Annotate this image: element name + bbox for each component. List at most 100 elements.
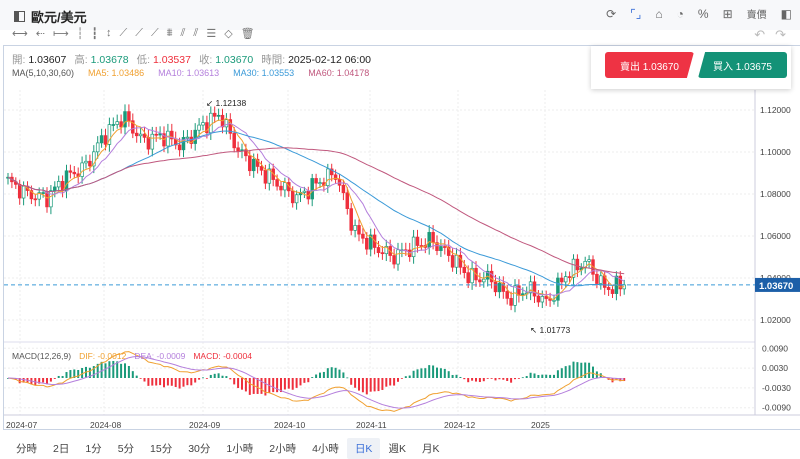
drawing-tool-3-icon[interactable]: ┆ <box>76 28 84 40</box>
macd-bar <box>120 363 123 378</box>
percent-icon[interactable]: % <box>697 6 709 21</box>
macd-bar <box>256 378 259 394</box>
x-tick-label: 2024-10 <box>274 420 305 430</box>
candle <box>193 129 197 144</box>
macd-bar <box>252 378 255 394</box>
time-label: 時間: <box>261 54 286 66</box>
dea-value: DEA: -0.0009 <box>134 351 186 361</box>
undo-icon[interactable]: ↶ <box>754 27 766 42</box>
candle <box>571 258 576 278</box>
candle <box>411 236 416 258</box>
drawing-tool-0-icon[interactable]: ⟷ <box>12 28 28 40</box>
drawing-tool-14-icon[interactable]: 🗑 <box>240 28 255 40</box>
macd-bar <box>549 374 552 378</box>
drawing-tool-5-icon[interactable]: ↕ <box>106 27 112 39</box>
tab-6[interactable]: 1小時 <box>226 443 254 455</box>
macd-bar <box>229 378 232 380</box>
candle <box>283 182 287 191</box>
macd-bar <box>244 378 247 392</box>
macd-bar <box>510 378 513 383</box>
sell-button[interactable]: 賣出 1.03670 <box>605 52 694 78</box>
tab-9[interactable]: 日K <box>346 438 381 459</box>
macd-bar <box>463 378 466 380</box>
candle <box>489 270 494 283</box>
tab-4[interactable]: 15分 <box>150 443 173 455</box>
candle <box>314 178 318 184</box>
macd-bar <box>283 378 286 390</box>
candle <box>123 111 127 128</box>
chart-type-icon[interactable]: ⌂ <box>655 6 663 21</box>
sidebar-toggle-icon[interactable] <box>14 11 25 22</box>
candle <box>575 258 580 271</box>
drawing-tool-4-icon[interactable]: ┇ <box>91 28 99 40</box>
drawing-tool-7-icon[interactable]: ⟋ <box>135 27 143 39</box>
candle <box>224 119 229 128</box>
candle <box>544 296 548 299</box>
candle <box>53 186 57 191</box>
candle <box>470 267 474 284</box>
drawing-tool-13-icon[interactable]: ◇ <box>224 28 233 40</box>
tab-10[interactable]: 週K <box>388 443 406 455</box>
macd-bar <box>400 378 403 379</box>
candle <box>33 198 38 201</box>
tab-2[interactable]: 1分 <box>85 443 102 455</box>
refresh-icon[interactable]: ⟳ <box>606 6 617 21</box>
tab-1[interactable]: 2日 <box>53 443 70 455</box>
panel-toggle-icon[interactable]: ◧ <box>780 6 792 21</box>
macd-bar <box>61 376 64 378</box>
drawing-tool-12-icon[interactable]: ☰ <box>206 28 217 40</box>
candle <box>232 132 236 149</box>
tab-3[interactable]: 5分 <box>117 443 135 455</box>
macd-bar <box>560 368 563 378</box>
low-value: 1.03537 <box>152 54 191 66</box>
tab-7[interactable]: 2小時 <box>269 443 297 455</box>
macd-bar <box>553 374 555 378</box>
candle <box>556 277 560 301</box>
tab-11[interactable]: 月K <box>421 443 440 455</box>
drawing-tool-10-icon[interactable]: ⫽ <box>180 27 186 39</box>
candle <box>45 192 49 208</box>
macd-bar <box>182 378 185 387</box>
chart-panel[interactable] <box>3 45 800 430</box>
candle <box>482 278 486 283</box>
drawing-tool-1-icon[interactable]: ⇠ <box>35 28 45 40</box>
tab-0[interactable]: 分時 <box>16 443 37 455</box>
buy-button[interactable]: 買入 1.03675 <box>698 52 787 78</box>
drawing-tool-2-icon[interactable]: ⟼ <box>53 28 69 40</box>
candle <box>396 249 400 265</box>
macd-bar <box>322 371 325 378</box>
title-text: 歐元/美元 <box>31 10 87 25</box>
macd-bar <box>529 372 532 378</box>
dif-value: DIF: -0.0012 <box>79 351 127 361</box>
tab-8[interactable]: 4小時 <box>312 443 339 455</box>
macd-bar <box>475 378 477 382</box>
tab-5[interactable]: 30分 <box>188 443 211 455</box>
candle <box>493 281 498 293</box>
drawing-tool-11-icon[interactable]: ⫽ <box>193 27 199 39</box>
y-tick-label: 1.08000 <box>760 189 791 199</box>
macd-bar <box>432 365 435 378</box>
indicator-icon[interactable]: ◔ <box>676 6 684 21</box>
macd-bar <box>358 378 360 391</box>
x-tick-label: 2024-11 <box>356 420 387 430</box>
crosshair-icon[interactable]: ⌜⌟ <box>630 6 642 21</box>
x-tick-label: 2024-08 <box>90 420 121 430</box>
macd-bar <box>498 378 501 380</box>
candle <box>392 255 396 265</box>
macd-bar <box>381 378 384 390</box>
time-value: 2025-02-12 06:00 <box>288 54 371 66</box>
redo-icon[interactable]: ↷ <box>775 27 786 42</box>
trade-label[interactable]: 賣價 <box>746 10 767 21</box>
max-price-label: ↙ 1.12138 <box>206 98 246 108</box>
macd-bar <box>178 378 181 389</box>
drawing-tool-8-icon[interactable]: ⟋ <box>150 27 159 39</box>
macd-bar <box>408 375 411 378</box>
layout-icon[interactable]: ⊞ <box>722 6 733 21</box>
macd-bar <box>217 373 220 378</box>
drawing-tool-9-icon[interactable]: ⩩ <box>166 27 173 39</box>
drawing-tool-6-icon[interactable]: ⟋ <box>119 27 128 39</box>
current-price-tag <box>755 277 800 292</box>
macd-bar <box>490 378 493 379</box>
header <box>0 0 800 30</box>
